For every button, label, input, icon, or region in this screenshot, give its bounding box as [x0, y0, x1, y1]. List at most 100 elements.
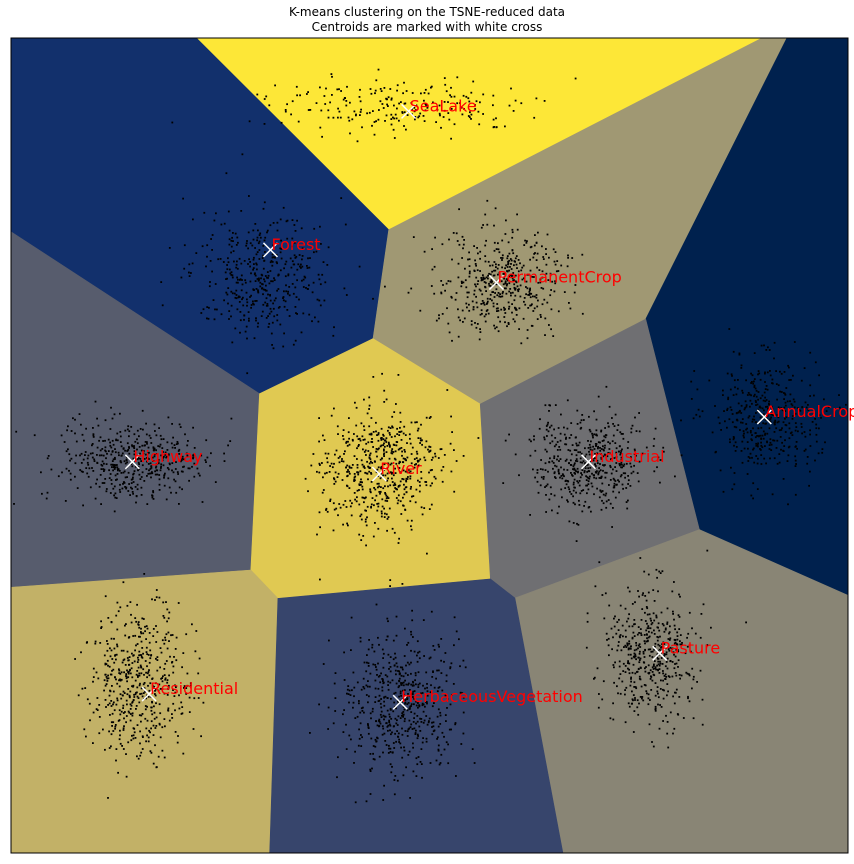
point-herbaceousvegetation [420, 718, 423, 720]
point-annualcrop [733, 425, 736, 428]
point-industrial [571, 473, 573, 476]
point-forest [257, 289, 259, 292]
point-river [420, 506, 423, 509]
point-residential [115, 759, 117, 762]
point-herbaceousvegetation [445, 741, 448, 744]
point-permanentcrop [536, 252, 539, 255]
point-highway [157, 445, 160, 447]
point-annualcrop [827, 406, 830, 408]
point-industrial [615, 456, 618, 458]
point-sealake [422, 115, 425, 117]
point-river [380, 427, 383, 430]
point-pasture [637, 713, 640, 716]
point-industrial [576, 444, 578, 447]
point-industrial [566, 469, 569, 471]
point-sealake [453, 123, 456, 126]
point-pasture [630, 676, 632, 679]
point-residential [167, 688, 169, 690]
point-industrial [632, 470, 635, 473]
point-forest [272, 256, 275, 259]
point-annualcrop [813, 394, 815, 397]
data-points [13, 68, 847, 804]
point-highway [167, 454, 170, 456]
point-pasture [647, 703, 650, 706]
point-pasture [612, 664, 615, 666]
point-highway [158, 489, 161, 491]
point-pasture [635, 687, 638, 690]
point-river [369, 466, 371, 469]
point-herbaceousvegetation [392, 658, 395, 661]
point-annualcrop [751, 456, 753, 459]
point-highway [159, 443, 162, 446]
point-permanentcrop [475, 295, 477, 298]
point-annualcrop [769, 420, 772, 423]
point-pasture [651, 656, 654, 658]
point-residential [157, 689, 160, 692]
point-annualcrop [803, 450, 806, 452]
point-permanentcrop [407, 291, 410, 294]
point-highway [98, 485, 101, 488]
point-annualcrop [749, 399, 752, 402]
point-industrial [595, 477, 598, 480]
point-herbaceousvegetation [395, 682, 398, 685]
point-industrial [600, 475, 603, 478]
point-pasture [688, 673, 690, 676]
point-sealake [390, 118, 393, 120]
point-forest [248, 258, 250, 261]
point-pasture [667, 690, 669, 693]
point-herbaceousvegetation [358, 737, 361, 740]
point-residential [188, 696, 191, 699]
point-annualcrop [795, 426, 798, 428]
point-highway [151, 471, 153, 473]
point-residential [129, 703, 132, 706]
point-forest [235, 297, 238, 300]
point-herbaceousvegetation [375, 740, 378, 743]
point-herbaceousvegetation [437, 744, 440, 747]
point-annualcrop [753, 384, 756, 387]
point-herbaceousvegetation [441, 731, 444, 734]
point-herbaceousvegetation [454, 722, 457, 724]
point-highway [180, 459, 183, 462]
point-forest [230, 290, 233, 293]
point-herbaceousvegetation [448, 728, 451, 731]
point-industrial [555, 465, 558, 468]
point-herbaceousvegetation [416, 715, 419, 717]
point-residential [137, 757, 140, 760]
point-permanentcrop [512, 318, 515, 321]
point-river [369, 490, 372, 493]
point-industrial [618, 491, 620, 494]
point-pasture [655, 668, 657, 671]
point-industrial [572, 483, 575, 486]
point-highway [119, 483, 121, 486]
point-industrial [558, 505, 560, 508]
point-annualcrop [762, 437, 765, 440]
point-forest [214, 308, 216, 311]
point-pasture [619, 634, 622, 636]
point-herbaceousvegetation [367, 680, 369, 682]
point-annualcrop [757, 445, 759, 448]
point-highway [214, 481, 217, 483]
point-herbaceousvegetation [392, 742, 395, 744]
point-permanentcrop [484, 277, 486, 280]
point-sealake [450, 108, 453, 110]
point-forest [316, 298, 319, 301]
point-residential [158, 722, 161, 725]
point-pasture [673, 618, 675, 621]
point-industrial [608, 448, 611, 450]
point-highway [131, 478, 134, 480]
point-highway [151, 494, 154, 497]
point-pasture [667, 675, 670, 677]
point-highway [157, 462, 160, 465]
point-herbaceousvegetation [411, 619, 414, 622]
point-annualcrop [765, 385, 768, 387]
point-herbaceousvegetation [428, 720, 430, 722]
point-industrial [550, 434, 553, 437]
point-annualcrop [751, 420, 754, 423]
point-sealake [398, 119, 400, 122]
point-permanentcrop [457, 335, 460, 338]
point-herbaceousvegetation [379, 681, 382, 684]
point-residential [142, 652, 144, 655]
point-industrial [638, 460, 641, 463]
point-industrial [633, 453, 636, 455]
point-river [318, 440, 320, 443]
